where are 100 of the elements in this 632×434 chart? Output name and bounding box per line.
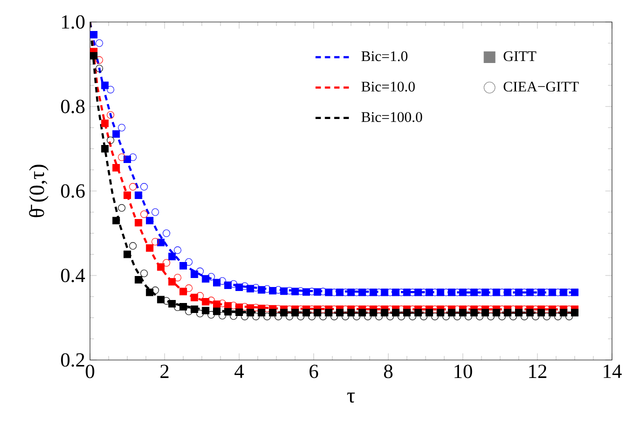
point (470, 308, 478, 316)
point (448, 308, 456, 316)
point (157, 296, 165, 304)
point (504, 308, 512, 316)
point (392, 308, 400, 316)
point (403, 308, 411, 316)
point (492, 308, 500, 316)
point (168, 252, 176, 260)
point (185, 284, 193, 292)
point (436, 308, 444, 316)
point (280, 308, 288, 316)
x-tick-label: 4 (234, 364, 244, 378)
point (196, 292, 204, 300)
point (532, 312, 540, 320)
x-tick-label: 12 (529, 364, 546, 378)
point (96, 39, 104, 47)
point (162, 259, 170, 267)
point (570, 288, 578, 296)
point (515, 308, 523, 316)
point (146, 216, 154, 224)
point (314, 308, 322, 316)
point (537, 308, 545, 316)
point (162, 297, 170, 305)
point (230, 312, 238, 320)
point (106, 86, 114, 94)
point (207, 311, 215, 319)
legend-label: Bic=10.0 (361, 82, 415, 92)
point (185, 258, 193, 266)
point (235, 308, 243, 316)
point (174, 274, 182, 282)
point (134, 191, 142, 199)
point (509, 312, 517, 320)
point (140, 270, 148, 278)
y-axis-title: θ̄ (0,τ) (29, 164, 48, 218)
y-tick-label: 0.6 (61, 184, 85, 198)
x-tick-label: 2 (160, 364, 168, 378)
point (263, 312, 271, 320)
point (196, 310, 204, 318)
point (157, 263, 165, 271)
point (190, 294, 198, 302)
point (101, 145, 109, 152)
point (118, 124, 126, 132)
point (258, 308, 266, 316)
point (196, 268, 204, 276)
point (464, 312, 472, 320)
point (112, 130, 120, 138)
point (308, 312, 316, 320)
point (179, 262, 187, 270)
point (370, 308, 378, 316)
point (520, 312, 528, 320)
point (129, 242, 137, 250)
point (498, 312, 506, 320)
point (347, 308, 355, 316)
point (375, 312, 383, 320)
point (162, 230, 170, 237)
point (213, 308, 221, 316)
point (157, 238, 165, 246)
point (487, 312, 495, 320)
point (90, 30, 98, 38)
point (112, 216, 120, 224)
legend-label: CIEA−GITT (504, 82, 579, 92)
point (386, 312, 394, 320)
x-tick-label: 10 (454, 364, 472, 378)
point (140, 210, 148, 218)
point (174, 246, 182, 254)
point (118, 153, 126, 161)
point (241, 312, 248, 320)
point (112, 164, 120, 172)
point (202, 275, 210, 283)
point (168, 300, 176, 308)
point (431, 312, 439, 320)
point (442, 312, 450, 320)
point (454, 312, 462, 320)
point (152, 238, 159, 246)
point (90, 52, 98, 60)
point (168, 278, 176, 286)
point (129, 183, 137, 191)
point (324, 308, 332, 316)
point (207, 273, 215, 280)
x-tick-label: 8 (384, 364, 393, 378)
point (554, 312, 562, 320)
point (543, 312, 550, 320)
x-tick-label: 14 (604, 364, 622, 378)
point (179, 288, 187, 296)
point (230, 280, 238, 288)
point (268, 308, 276, 316)
point (408, 312, 416, 320)
x-tick-label: 6 (310, 364, 318, 378)
point (218, 277, 226, 285)
point (414, 308, 422, 316)
point (152, 208, 159, 216)
point (202, 306, 210, 314)
point (190, 270, 198, 278)
point (106, 111, 114, 119)
point (358, 308, 366, 316)
point (246, 308, 254, 316)
x-axis-title: τ (347, 392, 355, 403)
point (330, 312, 338, 320)
point (124, 250, 132, 258)
point (252, 312, 260, 320)
